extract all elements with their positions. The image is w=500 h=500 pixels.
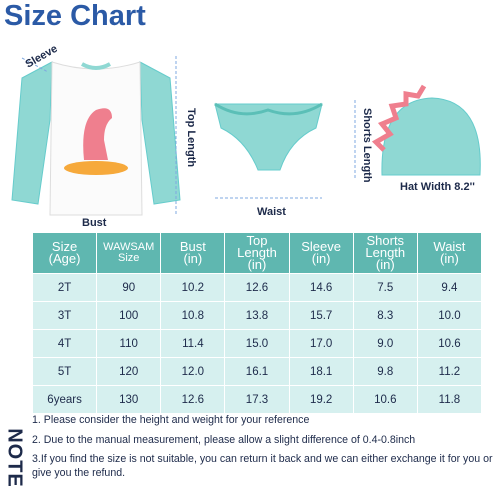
table-cell: 10.6 [352,385,418,414]
table-cell: 19.2 [288,385,354,414]
table-cell: 9.0 [352,329,418,358]
illustration: Sleeve Top Length Bust Waist Shorts Leng… [11,43,481,229]
table-cell: 5T [31,357,98,386]
ruffle [214,102,323,116]
table-cell: 3T [31,301,98,330]
table-cell: 12.6 [160,385,226,414]
bottoms [214,103,323,171]
swim-cap [381,97,481,176]
table-cell: 110 [96,329,162,358]
table-cell: 17.0 [288,329,354,358]
table-cell: 100 [96,301,162,330]
header-cell: Top Length (in) [224,232,290,274]
table-cell: 90 [96,273,162,302]
waist-label: Waist [257,206,286,218]
table-cell: 10.8 [160,301,226,330]
title: Size Chart [4,0,146,32]
top-length-label: Top Length [185,108,197,167]
header-cell: WAWSAM Size [96,232,162,274]
header-cell: Shorts Length (in) [352,232,418,274]
header-cell: Bust (in) [160,232,226,274]
header-cell: Sleeve (in) [288,232,354,274]
table-row: 2T 90 10.2 12.6 14.6 7.5 9.4 [31,273,483,302]
table-cell: 9.4 [416,273,483,302]
shorts-length-label: Shorts Length [361,108,373,183]
cap-spikes [371,84,427,152]
header-cell: Waist (in) [416,232,483,274]
hat-width-label: Hat Width 8.2'' [400,181,475,193]
table-cell: 2T [31,273,98,302]
table-cell: 12.0 [160,357,226,386]
table-cell: 15.0 [224,329,290,358]
table-row: 3T 100 10.8 13.8 15.7 8.3 10.0 [31,301,483,330]
table-cell: 8.3 [352,301,418,330]
right-sleeve [139,61,181,205]
table-cell: 16.1 [224,357,290,386]
table-cell: 11.8 [416,385,483,414]
table-cell: 10.2 [160,273,226,302]
table-cell: 4T [31,329,98,358]
header-cell: Size (Age) [31,232,98,274]
table-cell: 14.6 [288,273,354,302]
table-cell: 13.8 [224,301,290,330]
table-cell: 10.0 [416,301,483,330]
note-label: NOTE [3,428,26,488]
surfboard [64,161,128,175]
table-cell: 17.3 [224,385,290,414]
note-item: 3.If you find the size is not suitable, … [32,453,493,479]
table-cell: 130 [96,385,162,414]
bust-label: Bust [82,217,107,229]
size-table: Size (Age) WAWSAM Size Bust (in) Top Length… [31,232,483,414]
table-cell: 6years [31,385,98,414]
table-cell: 18.1 [288,357,354,386]
collar [81,62,111,70]
note-label-box: NOTE [2,418,26,498]
table-cell: 9.8 [352,357,418,386]
table-cell: 7.5 [352,273,418,302]
header-row: Size (Age) WAWSAM Size Bust (in) Top Length… [31,232,483,274]
table-cell: 10.6 [416,329,483,358]
table-row: 5T 120 12.0 16.1 18.1 9.8 11.2 [31,357,483,386]
table-cell: 12.6 [224,273,290,302]
table-cell: 11.4 [160,329,226,358]
table-row: 4T 110 11.4 15.0 17.0 9.0 10.6 [31,329,483,358]
left-sleeve [11,61,53,205]
table-cell: 11.2 [416,357,483,386]
table-cell: 15.7 [288,301,354,330]
table-cell: 120 [96,357,162,386]
note-item: 1. Please consider the height and weight… [32,414,310,426]
notes: 1. Please consider the height and weight… [32,414,498,480]
table-body: 2T 90 10.2 12.6 14.6 7.5 9.4 3T 100 10.8 13.8 15.7 8… [31,273,483,414]
table-row: 6years 130 12.6 17.3 19.2 10.6 11.8 [31,385,483,414]
note-item: 2. Due to the manual measurement, please… [32,433,416,446]
dino [83,108,112,160]
